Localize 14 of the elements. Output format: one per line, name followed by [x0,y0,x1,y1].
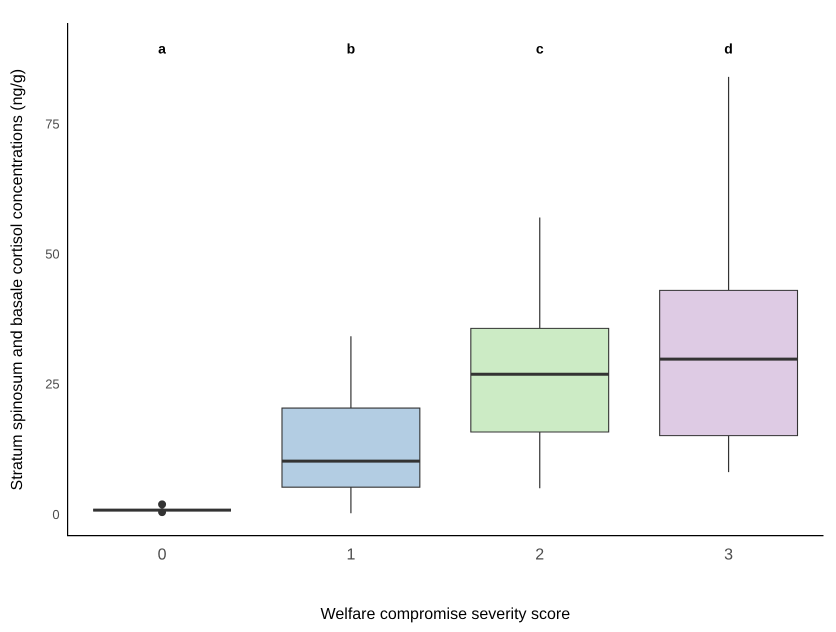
y-tick-label: 25 [45,376,60,392]
y-tick-label: 0 [52,506,60,522]
x-tick-label: 2 [535,546,544,564]
y-tick-label: 50 [45,246,60,262]
x-tick-label: 1 [346,546,356,564]
annotation: d [724,40,733,57]
y-tick-label: 75 [45,116,60,132]
x-tick-label: 0 [158,546,167,564]
annotation: b [346,40,356,57]
annotation: c [536,40,544,57]
x-tick-label: 3 [724,546,734,564]
y-axis-title: Stratum spinosum and basale cortisol concentrations (ng/g) [9,68,26,490]
x-axis-title: Welfare compromise severity score [320,606,570,623]
annotation: a [158,40,166,57]
